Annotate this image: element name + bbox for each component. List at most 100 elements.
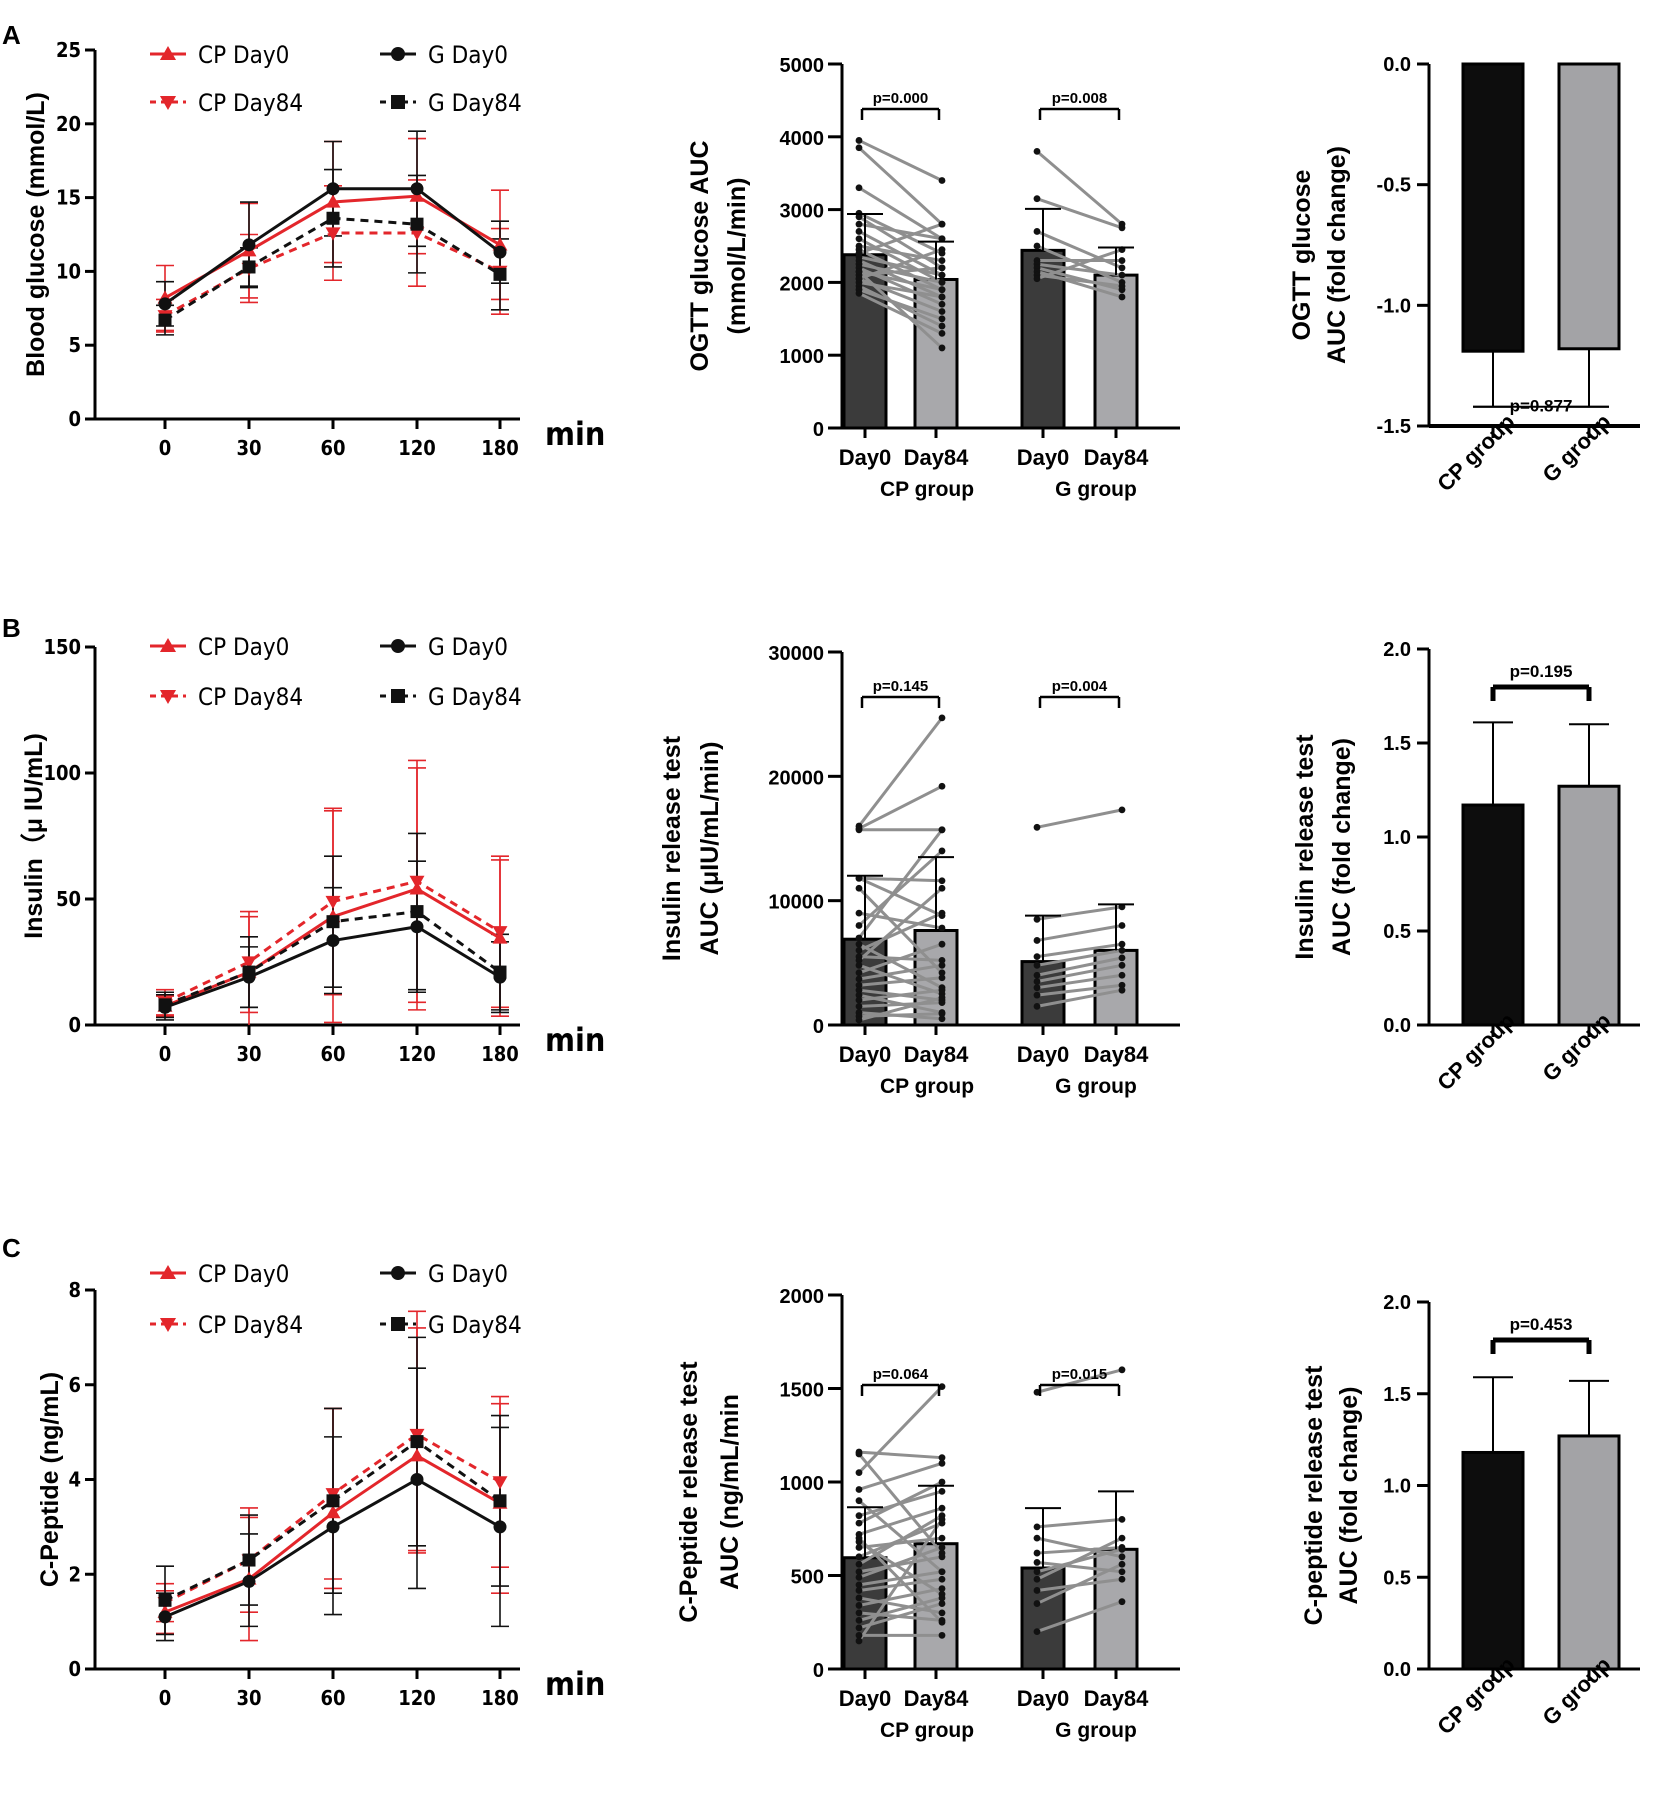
x-tick-label: 180 <box>481 1042 519 1066</box>
y-tick-label: 0 <box>813 419 824 441</box>
paired-line <box>857 1537 944 1624</box>
panel-letter: B <box>2 613 21 643</box>
x-category-label: Day0 <box>839 1686 892 1711</box>
x-category-label: Day0 <box>1017 1042 1070 1067</box>
subject-point <box>855 986 863 994</box>
subject-point <box>1118 806 1126 814</box>
x-tick-label: 60 <box>320 436 345 460</box>
paired-line <box>1036 942 1123 959</box>
y-tick-label: 0.0 <box>1383 54 1411 76</box>
subject-point <box>1118 922 1126 929</box>
data-point <box>326 1520 340 1534</box>
legend-marker <box>391 47 405 61</box>
data-point <box>409 875 425 889</box>
y-tick-label: 1.0 <box>1383 1476 1411 1498</box>
paired-line <box>858 288 943 321</box>
y-tick-label: 1.5 <box>1383 733 1411 755</box>
paired-line <box>858 1450 943 1460</box>
legend-label: CP Day84 <box>198 683 303 711</box>
subject-point <box>855 934 863 942</box>
paired-line <box>857 1385 944 1474</box>
data-point <box>158 313 172 327</box>
paired-line <box>858 988 943 1002</box>
data-point <box>410 217 424 231</box>
x-category-label: Day84 <box>904 1686 970 1711</box>
subject-point <box>938 782 946 790</box>
legend-item: CP Day84 <box>150 89 303 117</box>
y-tick-label: 2 <box>68 1562 81 1586</box>
subject-point <box>1118 1560 1126 1568</box>
subject-point <box>855 275 863 283</box>
subject-point <box>1118 293 1126 301</box>
p-value-label: p=0.064 <box>873 1366 929 1383</box>
subject-point <box>1033 275 1041 283</box>
paired-line <box>1036 988 1123 1008</box>
y-axis-label: Blood glucose (mmol/L) <box>22 92 50 377</box>
paired-line <box>858 222 943 241</box>
legend-item: CP Day0 <box>150 41 289 69</box>
y-tick-label: -1.5 <box>1377 416 1411 438</box>
panel-letter: C <box>2 1233 21 1263</box>
x-axis-unit: min <box>545 1021 605 1059</box>
paired-line <box>858 1506 943 1536</box>
paired-line <box>858 222 943 255</box>
y-tick-label: -1.0 <box>1377 295 1411 317</box>
paired-line <box>1036 808 1123 829</box>
x-tick-label: 60 <box>320 1686 345 1710</box>
subject-point <box>1033 1534 1041 1542</box>
data-point <box>492 1476 508 1490</box>
y-axis-label: (mmol/L/min) <box>723 178 751 335</box>
paired-line <box>857 270 944 350</box>
y-axis-label: AUC (fold change) <box>1323 146 1351 364</box>
time-course-chart: 0 5 10 15 20 25 0 30 60 120 180 min Blood glucose (m… <box>22 38 605 460</box>
subject-point <box>1033 915 1041 923</box>
x-tick-label: 30 <box>236 1686 261 1710</box>
x-tick-label: 30 <box>236 1042 261 1066</box>
y-tick-label: 500 <box>791 1567 824 1589</box>
x-category-label: Day84 <box>1084 1686 1150 1711</box>
legend-marker <box>391 639 405 653</box>
subject-point <box>1118 986 1126 994</box>
data-point <box>410 1435 424 1449</box>
subject-point <box>938 999 946 1007</box>
legend-item: G Day0 <box>380 633 508 661</box>
paired-line <box>1036 924 1123 942</box>
subject-point <box>1033 242 1041 250</box>
subject-point <box>855 1544 863 1551</box>
subject-point <box>1118 282 1126 290</box>
subject-point <box>1118 961 1126 969</box>
x-category-label: Day84 <box>1084 445 1150 470</box>
subject-point <box>938 1459 946 1467</box>
y-axis-label: Insulin release test <box>658 735 686 961</box>
paired-line <box>857 146 944 226</box>
x-tick-label: 0 <box>159 436 172 460</box>
paired-line <box>1036 963 1123 983</box>
x-axis-unit: min <box>545 415 605 453</box>
p-value-label: p=0.015 <box>1052 1366 1107 1383</box>
subject-point <box>855 184 863 192</box>
paired-line <box>858 248 943 292</box>
paired-line <box>858 237 943 284</box>
subject-point <box>938 286 946 294</box>
p-value-label: p=0.145 <box>873 678 928 695</box>
y-tick-label: 20000 <box>768 767 824 789</box>
y-tick-label: 5000 <box>780 55 825 77</box>
y-axis-label: C-peptide release test <box>1300 1365 1328 1625</box>
subject-point <box>855 144 863 152</box>
subject-point <box>938 1618 946 1626</box>
bar <box>1461 1450 1525 1671</box>
x-tick-label: 120 <box>398 436 436 460</box>
data-point <box>409 1448 425 1462</box>
legend-item: G Day84 <box>380 1311 522 1339</box>
subject-point <box>855 1573 863 1581</box>
subject-point <box>1118 257 1126 264</box>
y-tick-label: 8 <box>68 1278 81 1302</box>
y-tick-label: 20 <box>56 112 81 136</box>
subject-point <box>855 1609 863 1617</box>
bar <box>1461 62 1525 353</box>
legend-item: CP Day0 <box>150 633 289 661</box>
paired-line <box>1036 983 1123 997</box>
subject-point <box>938 1600 946 1607</box>
subject-point <box>938 257 946 264</box>
y-tick-label: 4000 <box>780 128 825 150</box>
